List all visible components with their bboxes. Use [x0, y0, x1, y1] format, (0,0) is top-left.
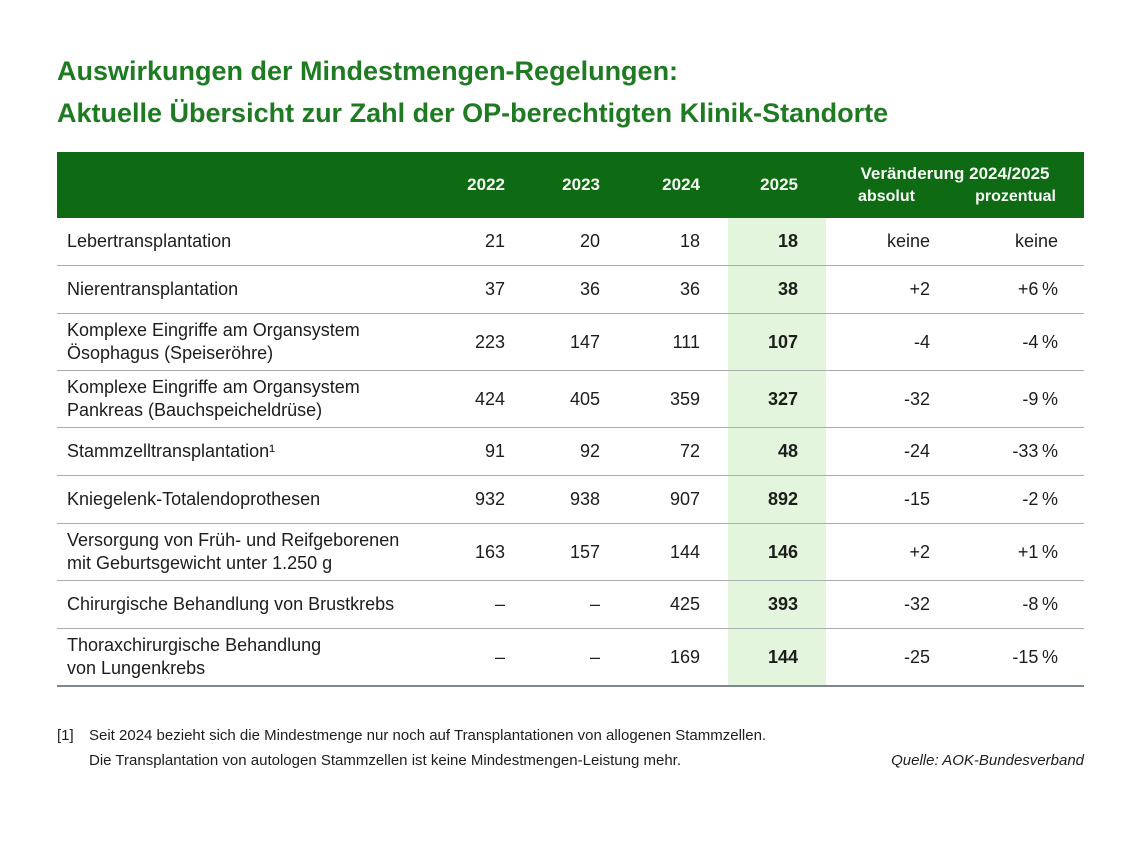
title-line-1: Auswirkungen der Mindestmengen-Regelunge…	[57, 56, 679, 86]
change-percent: -15 %	[947, 628, 1085, 687]
footnote-marker: [1]	[57, 727, 74, 744]
change-percent: -8 %	[947, 580, 1085, 629]
value-2022: –	[412, 628, 510, 687]
table-header: 2022 2023 2024 2025 Veränderung 2024/202…	[57, 152, 1085, 218]
table-row: Kniegelenk-Totalendoprothesen 932 938 90…	[57, 475, 1085, 524]
value-2023: 938	[510, 475, 605, 524]
header-year-2024: 2024	[605, 152, 728, 218]
value-2023: –	[510, 580, 605, 629]
change-absolute: -4	[826, 313, 947, 371]
value-2024: 359	[605, 370, 728, 428]
value-2023: 405	[510, 370, 605, 428]
table-row: Lebertransplantation 21 20 18 18 keine k…	[57, 218, 1084, 266]
infographic-page: Auswirkungen der Mindestmengen-Regelunge…	[0, 50, 1140, 773]
footer: [1] Seit 2024 bezieht sich die Mindestme…	[57, 723, 1084, 773]
value-2024: 72	[605, 427, 728, 476]
change-percent: +6 %	[947, 265, 1085, 314]
header-year-2022: 2022	[412, 152, 510, 218]
value-2022: 932	[412, 475, 510, 524]
value-2022: 163	[412, 523, 510, 581]
value-2024: 907	[605, 475, 728, 524]
footnote-line-1: Seit 2024 bezieht sich die Mindestmenge …	[89, 727, 767, 744]
value-2024: 18	[679, 231, 700, 251]
value-2024: 144	[605, 523, 728, 581]
footnote-line-2: Die Transplantation von autologen Stammz…	[89, 752, 682, 769]
value-2022: 91	[412, 427, 510, 476]
value-2023: 36	[510, 265, 605, 314]
min-quantity-table: 2022 2023 2024 2025 Veränderung 2024/202…	[57, 152, 1085, 687]
procedure-label: Chirurgische Behandlung von Brustkrebs	[57, 580, 412, 629]
change-absolute: -25	[826, 628, 947, 687]
value-2022: 37	[412, 265, 510, 314]
header-change-absolut: absolut	[826, 186, 947, 218]
title-line-2: Aktuelle Übersicht zur Zahl der OP-berec…	[57, 98, 889, 128]
change-percent: keine	[1014, 231, 1059, 251]
value-2025-highlighted: 327	[728, 370, 826, 428]
header-year-2023: 2023	[510, 152, 605, 218]
value-2023: 157	[510, 523, 605, 581]
table-row: Versorgung von Früh- und Reifgeborenen mi…	[57, 523, 1085, 581]
procedure-label: Komplexe Eingriffe am Organsystem Pankrea…	[57, 370, 412, 428]
source-credit: Quelle: AOK-Bundesverband	[891, 752, 1084, 769]
value-2022: 21	[484, 231, 505, 251]
value-2025-highlighted: 146	[728, 523, 826, 581]
procedure-label: Komplexe Eingriffe am Organsystem Ösophag…	[57, 313, 412, 371]
procedure-label: Versorgung von Früh- und Reifgeborenen mi…	[57, 523, 412, 581]
value-2025-highlighted: 892	[728, 475, 826, 524]
value-2024: 425	[605, 580, 728, 629]
table-body: Lebertransplantation 21 20 18 18 keine k…	[57, 218, 1085, 687]
table-row: Stammzelltransplantation¹ 91 92 72 48 -2…	[57, 427, 1085, 476]
change-absolute: -32	[826, 580, 947, 629]
value-2022: –	[412, 580, 510, 629]
value-2025-highlighted: 144	[728, 628, 826, 687]
value-2023: 147	[510, 313, 605, 371]
change-percent: -4 %	[947, 313, 1085, 371]
procedure-label: Thoraxchirurgische Behandlung von Lungenk…	[57, 628, 412, 687]
table-row: Nierentransplantation 37 36 36 38 +2 +6 …	[57, 265, 1085, 314]
value-2025-highlighted: 38	[728, 265, 826, 314]
table-row: Komplexe Eingriffe am Organsystem Pankrea…	[57, 370, 1085, 428]
change-absolute: +2	[826, 523, 947, 581]
value-2023: 20	[579, 231, 600, 251]
value-2025-highlighted: 18	[728, 218, 826, 266]
value-2022: 424	[412, 370, 510, 428]
header-procedure-column	[57, 152, 412, 218]
change-percent: -33 %	[947, 427, 1085, 476]
value-2024: 36	[605, 265, 728, 314]
change-absolute: -32	[826, 370, 947, 428]
procedure-label: Nierentransplantation	[57, 265, 412, 314]
change-percent: -9 %	[947, 370, 1085, 428]
table-row: Chirurgische Behandlung von Brustkrebs –…	[57, 580, 1085, 629]
value-2024: 169	[605, 628, 728, 687]
value-2025-highlighted: 393	[728, 580, 826, 629]
value-2025-highlighted: 48	[728, 427, 826, 476]
value-2023: –	[510, 628, 605, 687]
change-absolute: +2	[826, 265, 947, 314]
procedure-label: Kniegelenk-Totalendoprothesen	[57, 475, 412, 524]
value-2023: 92	[510, 427, 605, 476]
procedure-label: Lebertransplantation	[67, 231, 232, 251]
change-absolute: keine	[886, 231, 930, 251]
procedure-label: Stammzelltransplantation¹	[57, 427, 412, 476]
change-absolute: -24	[826, 427, 947, 476]
value-2025-highlighted: 107	[728, 313, 826, 371]
footnote: [1] Seit 2024 bezieht sich die Mindestme…	[57, 723, 1084, 773]
change-absolute: -15	[826, 475, 947, 524]
table-row: Komplexe Eingriffe am Organsystem Ösophag…	[57, 313, 1085, 371]
header-change-title: Veränderung 2024/2025	[826, 152, 1085, 186]
page-title: Auswirkungen der Mindestmengen-Regelunge…	[57, 50, 1083, 134]
change-percent: -2 %	[947, 475, 1085, 524]
value-2024: 111	[605, 313, 728, 371]
header-year-2025: 2025	[728, 152, 826, 218]
value-2022: 223	[412, 313, 510, 371]
header-change-prozentual: prozentual	[947, 186, 1085, 218]
change-percent: +1 %	[947, 523, 1085, 581]
footnote-text: Seit 2024 bezieht sich die Mindestmenge …	[89, 723, 766, 773]
table-row: Thoraxchirurgische Behandlung von Lungenk…	[57, 628, 1085, 687]
